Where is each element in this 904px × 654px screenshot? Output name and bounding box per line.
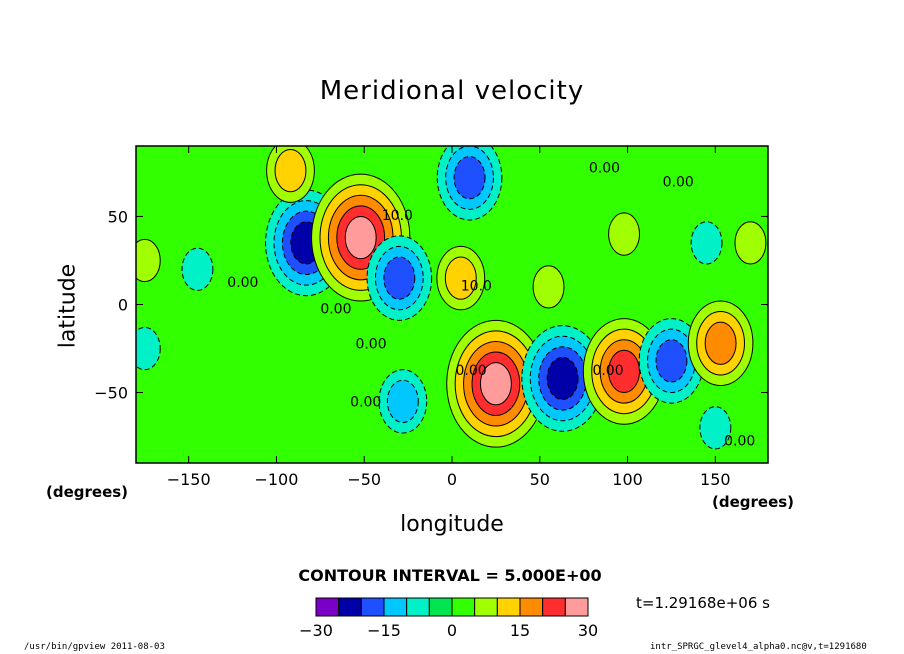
field-feature — [638, 318, 705, 404]
contour-ring — [136, 238, 161, 283]
contour-label: 0.00 — [724, 433, 755, 449]
footer-right: intr_SPRGC_glevel4_alpha0.nc@v,t=1291680 — [650, 642, 867, 652]
field-feature — [266, 146, 315, 203]
contour-ring — [344, 215, 377, 260]
colorbar-swatch — [383, 597, 408, 617]
contour-interval-label: CONTOUR INTERVAL = 5.000E+00 — [298, 566, 602, 585]
contour-ring — [546, 356, 579, 401]
x-axis-ticks: −150 −100 −50 0 50 100 150 — [167, 146, 731, 489]
field-feature — [378, 369, 428, 434]
contour-ring — [699, 406, 732, 450]
colorbar-swatch — [406, 597, 430, 617]
contour-ring — [383, 256, 416, 300]
field-feature — [436, 245, 486, 311]
x-tick-label: 100 — [612, 470, 643, 489]
field-feature — [181, 247, 214, 291]
contour-label: 0.00 — [589, 160, 620, 176]
contour-ring — [734, 221, 767, 265]
footer-left: /usr/bin/gpview 2011-08-03 — [24, 642, 165, 652]
colorbar-swatch — [496, 597, 521, 617]
contour-ring — [444, 256, 477, 300]
contour-label: 10.0 — [382, 208, 413, 224]
colorbar-tick-label: 15 — [510, 621, 530, 640]
colorbar-swatch — [315, 597, 340, 617]
colorbar-swatch — [360, 597, 385, 617]
x-tick-label: −50 — [347, 470, 381, 489]
contour-ring — [655, 339, 688, 383]
y-axis-unit: (degrees) — [46, 483, 129, 501]
contour-label: 0.00 — [355, 337, 386, 353]
contour-ring — [608, 349, 640, 394]
x-tick-label: −100 — [254, 470, 298, 489]
x-tick-label: −150 — [167, 470, 211, 489]
y-tick-label: 50 — [108, 207, 128, 226]
contour-label: 0.00 — [456, 363, 487, 379]
contour-ring — [704, 321, 737, 365]
contour-label: 10.0 — [461, 278, 492, 294]
contour-ring — [532, 265, 565, 309]
field-feature — [446, 319, 546, 448]
contour-ring — [136, 326, 161, 371]
contour-ring — [453, 156, 486, 200]
field-feature — [687, 300, 754, 387]
x-axis-unit: (degrees) — [712, 493, 795, 511]
chart-title: Meridional velocity — [319, 76, 585, 106]
colorbar-tick-label: −15 — [367, 621, 401, 640]
x-tick-label: 0 — [447, 470, 457, 489]
field-feature — [699, 406, 732, 450]
contour-label: 0.00 — [320, 301, 351, 317]
contour-labels: 0.00 0.00 0.00 0.00 0.00 0.00 0.00 0.00 0.00 10.0… — [227, 160, 755, 449]
field-feature — [521, 325, 604, 432]
contour-ring — [608, 212, 640, 256]
x-tick-label: 150 — [700, 470, 731, 489]
x-axis-label: longitude — [400, 512, 504, 537]
colorbar-swatch — [338, 597, 362, 617]
contour-ring — [690, 221, 723, 265]
field-feature — [136, 326, 161, 371]
y-axis-label: latitude — [55, 263, 81, 349]
colorbar-swatch — [474, 597, 498, 617]
field-feature — [532, 265, 565, 309]
colorbar-swatch — [428, 597, 453, 617]
field-feature — [608, 212, 640, 256]
field-feature — [366, 235, 433, 321]
colorbar-swatch — [451, 597, 476, 617]
colorbar-swatch — [542, 597, 566, 617]
field-feature — [734, 221, 767, 265]
x-tick-label: 50 — [530, 470, 550, 489]
colorbar-swatch — [564, 597, 589, 617]
contour-label: 0.00 — [227, 275, 258, 291]
field-feature — [136, 238, 161, 283]
contour-ring — [274, 149, 307, 193]
contour-ring — [386, 379, 419, 423]
contour-label: 0.00 — [350, 395, 381, 411]
field-feature — [436, 146, 503, 221]
colorbar: −30 −15 0 15 30 — [299, 597, 598, 640]
colorbar-tick-label: 30 — [578, 621, 598, 640]
colorbar-tick-label: −30 — [299, 621, 333, 640]
y-tick-label: −50 — [94, 384, 128, 403]
contour-label: 0.00 — [663, 175, 694, 191]
contour-ring — [479, 362, 512, 406]
colorbar-tick-label: 0 — [447, 621, 457, 640]
time-label: t=1.29168e+06 s — [636, 594, 770, 612]
y-tick-label: 0 — [118, 296, 128, 315]
y-axis-ticks: −50 0 50 — [94, 207, 768, 403]
contour-label: 0.00 — [592, 363, 623, 379]
contour-ring — [181, 247, 214, 291]
contour-field — [136, 146, 767, 450]
field-feature — [690, 221, 723, 265]
colorbar-swatch — [519, 597, 544, 617]
